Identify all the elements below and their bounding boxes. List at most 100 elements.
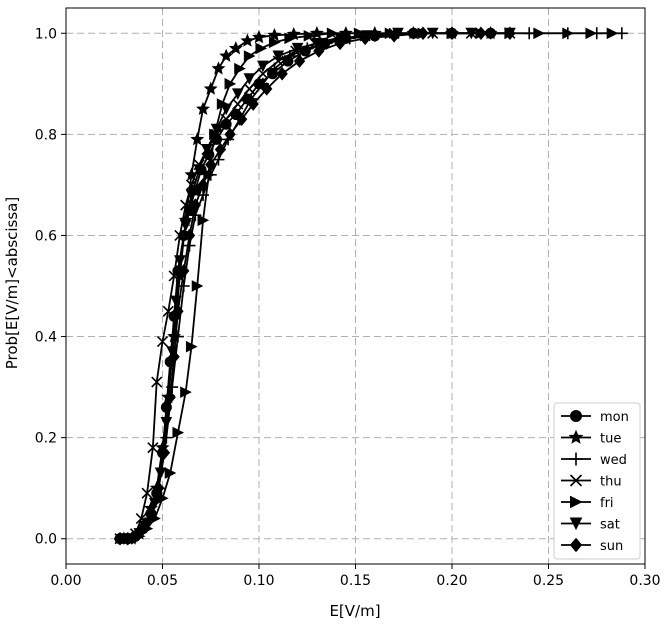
point-sun-18 [247,97,259,111]
point-thu-4 [141,487,153,499]
point-sun-28 [475,26,487,41]
x-tick-label-4: 0.20 [436,573,467,589]
legend-label-sun: sun [600,539,623,554]
point-fri-11 [197,214,210,227]
point-sat-12 [193,164,205,176]
point-fri-17 [243,50,256,62]
point-thu-8 [162,305,174,317]
point-thu-6 [151,376,163,388]
point-sat-21 [311,37,323,50]
point-sat-9 [174,255,186,267]
series-lines [114,25,628,546]
y-tick-label-1: 0.2 [35,431,57,447]
y-tick-label-4: 0.8 [35,127,57,143]
point-fri-32 [606,27,619,40]
point-fri-29 [533,27,545,40]
point-tue-17 [228,41,243,55]
legend-item-tue: tue [561,429,621,447]
point-sun-6 [158,446,171,460]
legend-marker-sun [569,537,583,553]
x-tick-label-3: 0.15 [340,573,371,589]
point-thu-18 [243,83,255,95]
point-sun-0 [114,531,126,546]
point-sun-14 [205,157,217,172]
point-sun-19 [261,82,273,96]
point-sat-11 [185,189,198,202]
point-fri-22 [326,27,339,40]
legend-item-fri: fri [561,495,614,511]
x-tick-label-6: 0.30 [629,573,660,589]
legend-item-sun: sun [561,537,623,554]
point-fri-9 [185,340,198,353]
point-thu-17 [232,98,244,110]
point-sun-29 [504,26,516,41]
point-sun-24 [359,31,371,46]
point-sat-10 [179,219,192,232]
legend-item-mon: mon [561,410,629,425]
point-tue-12 [190,132,205,146]
point-tue-20 [267,27,282,42]
point-sun-26 [417,26,429,41]
point-sat-14 [210,123,223,136]
point-sun-4 [145,506,157,521]
y-axis-label: Prob[E[V/m]<abscissa] [3,197,21,369]
point-tue-16 [219,48,234,62]
point-fri-19 [268,36,281,49]
point-fri-10 [191,280,204,292]
point-sat-16 [231,88,244,101]
legend-marker-thu [569,474,583,487]
point-fri-31 [585,27,598,40]
point-fri-8 [180,386,192,398]
point-fri-18 [255,42,268,55]
point-fri-21 [303,29,316,42]
series-sun [114,26,516,546]
x-tick-label-0: 0.00 [50,573,81,589]
legend-item-wed: wed [561,452,627,468]
point-tue-14 [203,81,218,95]
x-tick-label-1: 0.05 [147,573,178,589]
legend-item-thu: thu [561,474,622,490]
point-fri-7 [172,426,185,439]
x-tick-label-5: 0.25 [533,573,564,589]
legend-label-mon: mon [600,410,629,425]
point-sun-3 [137,521,149,536]
point-fri-20 [284,32,296,45]
point-sun-23 [334,36,346,51]
point-sun-25 [388,29,400,43]
legend-label-sat: sat [600,518,620,533]
point-sat-13 [201,144,213,156]
point-fri-30 [562,27,574,40]
x-axis-label: E[V/m] [329,602,380,620]
legend-marker-sat [569,517,583,531]
x-tick-label-2: 0.10 [243,573,274,589]
axes: 0.00 0.05 0.10 0.15 0.20 0.25 0.30 0.0 0.2 0.4 0.6… [35,7,661,589]
legend-label-thu: thu [600,475,622,490]
point-sun-13 [197,178,209,192]
point-tue-18 [240,33,255,47]
y-tick-label-2: 0.4 [35,330,57,346]
point-sat-17 [243,73,256,85]
y-tick-label-3: 0.6 [35,228,57,244]
point-sun-11 [183,228,196,243]
point-sun-20 [276,66,288,81]
point-tue-15 [211,61,226,75]
legend: mon tue wed thu fri sat sun [553,402,641,560]
legend-marker-wed [569,452,583,466]
point-sun-16 [224,127,236,142]
point-sun-5 [152,481,165,495]
point-sat-6 [160,416,173,429]
point-sun-2 [129,529,142,543]
point-fri-15 [224,78,237,90]
point-sat-15 [220,103,232,116]
point-sun-15 [214,142,227,157]
legend-label-wed: wed [600,453,627,468]
point-thu-5 [147,442,159,454]
point-sun-9 [172,304,184,319]
point-tue-19 [252,30,266,44]
point-sun-7 [164,390,176,404]
point-sun-17 [235,112,248,126]
point-sun-12 [189,198,201,212]
